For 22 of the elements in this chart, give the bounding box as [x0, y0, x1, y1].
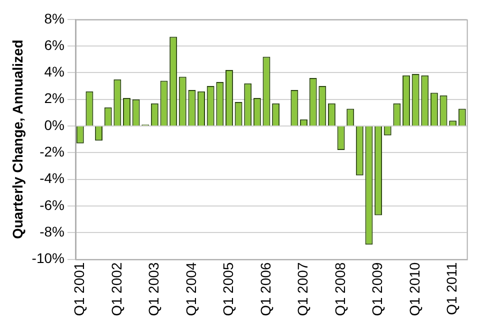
y-tick-label: 2%	[44, 90, 64, 106]
x-tick-label: Q1 2005	[220, 262, 236, 316]
y-tick-label: 4%	[44, 64, 64, 80]
y-tick-label: -2%	[40, 144, 64, 160]
x-tick-label: Q1 2008	[332, 262, 348, 316]
y-tick-label: -4%	[40, 170, 64, 186]
y-tick-label: -10%	[32, 250, 64, 266]
x-tick-label: Q1 2006	[257, 262, 274, 316]
y-tick-label: 8%	[44, 10, 64, 26]
x-tick-label: Q1 2002	[108, 262, 124, 316]
y-tick-label: 6%	[44, 36, 64, 53]
x-tick-label: Q1 2007	[294, 262, 311, 316]
y-axis-title: Quarterly Change, Annualized	[9, 40, 26, 240]
y-tick-label: -8%	[40, 223, 64, 240]
x-tick-label: Q1 2011	[444, 262, 460, 315]
x-tick-label: Q1 2003	[146, 262, 162, 316]
x-tick-label: Q1 2009	[369, 262, 386, 316]
x-tick-label: Q1 2010	[406, 262, 422, 316]
x-tick-label: Q1 2004	[182, 262, 199, 316]
y-tick-label: 0%	[44, 116, 64, 133]
y-tick-label: -6%	[40, 196, 64, 213]
x-tick-label: Q1 2001	[71, 262, 87, 316]
